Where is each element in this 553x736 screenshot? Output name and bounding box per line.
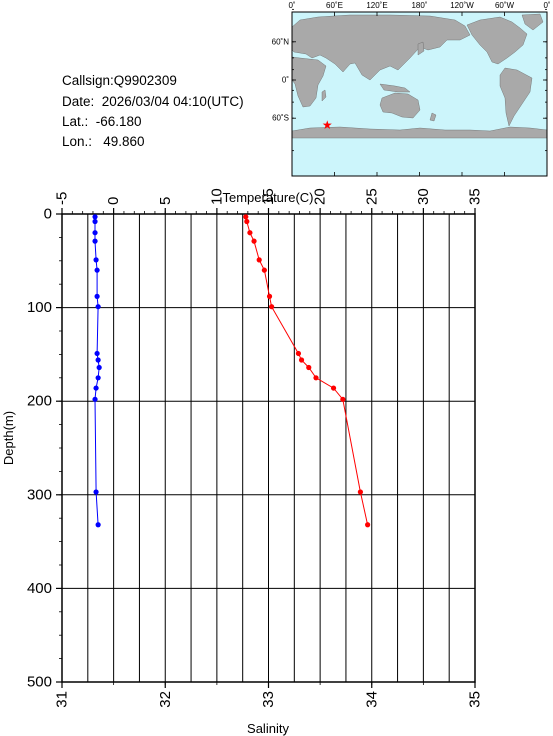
salinity-data-point: [93, 385, 99, 391]
temperature-tick-label: 15: [260, 188, 277, 205]
salinity-tick-label: 32: [157, 691, 174, 708]
salinity-data-point: [94, 350, 100, 357]
temperature-data-point: [268, 304, 275, 310]
map-latitude-label: 60˚S: [272, 114, 289, 123]
map-longitude-label: 0˚: [543, 1, 550, 10]
temperature-data-point: [244, 218, 250, 225]
salinity-data-point: [92, 396, 98, 402]
temperature-axis-label: Temperature(C): [222, 190, 313, 205]
temperature-data-point: [243, 214, 249, 220]
temperature-data-point: [251, 238, 257, 244]
map-longitude-label: 0˚: [288, 1, 295, 10]
chart-grid: [61, 213, 476, 683]
salinity-data-point: [92, 214, 98, 220]
map-longitude-labels: 0˚ 60˚E 120˚E 180˚ 120˚W 60˚W 0˚: [288, 1, 550, 10]
temperature-data-point: [266, 293, 273, 299]
depth-tick-label: 200: [27, 393, 52, 410]
temperature-data-point: [340, 396, 346, 402]
depth-tick-label: 400: [27, 580, 52, 597]
temperature-tick-label: 5: [157, 197, 174, 205]
depth-tick-label: 500: [27, 674, 52, 691]
salinity-profile-line: [94, 216, 100, 525]
salinity-tick-label: 35: [467, 691, 484, 708]
salinity-tick-label: 31: [54, 691, 71, 708]
temperature-data-point: [330, 385, 337, 391]
salinity-data-point: [93, 257, 99, 263]
map-longitude-label: 60˚E: [326, 1, 343, 10]
map-longitude-label: 120˚W: [450, 1, 474, 10]
depth-axis-label: Depth(m): [1, 411, 16, 465]
salinity-data-point: [95, 522, 101, 528]
data-series: [92, 214, 371, 528]
temperature-tick-label: 10: [208, 188, 225, 205]
map-land: [291, 13, 548, 139]
salinity-axis-label: Salinity: [247, 721, 289, 736]
depth-tick-label: 100: [27, 299, 52, 316]
salinity-data-point: [94, 293, 100, 299]
longitude-text: Lon.: 49.860: [62, 134, 145, 149]
salinity-data-point: [92, 238, 98, 244]
map-longitude-label: 120˚E: [366, 1, 387, 10]
depth-axis-ticks: 0 100 200 300 400 500: [27, 206, 62, 691]
salinity-data-point: [92, 230, 98, 236]
temperature-tick-label: -5: [54, 192, 71, 205]
map-longitude-label: 180˚: [411, 1, 427, 10]
temperature-data-point: [256, 257, 262, 263]
map-latitude-label: 60˚N: [272, 37, 290, 46]
temperature-axis-ticks: -5 0 5 10 15 20 25 30 35: [54, 188, 484, 214]
depth-tick-label: 0: [44, 206, 52, 223]
temperature-data-point: [313, 375, 319, 381]
salinity-data-point: [93, 489, 99, 495]
callsign-text: Callsign:Q9902309: [62, 73, 177, 88]
temperature-data-point: [306, 364, 312, 371]
temperature-data-point: [261, 267, 267, 273]
salinity-axis-ticks: 31 32 33 34 35: [54, 682, 484, 708]
map-latitude-label: 0˚: [282, 76, 289, 85]
map-ticks: [291, 8, 548, 176]
salinity-tick-label: 33: [260, 691, 277, 708]
float-location-marker: ★: [322, 118, 333, 132]
salinity-data-point: [95, 375, 101, 381]
location-map: 0˚ 60˚E 120˚E 180˚ 120˚W 60˚W 0˚ 60˚N 0˚ 60˚S ★: [272, 1, 551, 177]
map-latitude-labels: 60˚N 0˚ 60˚S: [272, 37, 290, 122]
temperature-data-point: [247, 230, 253, 236]
temperature-data-point: [365, 522, 371, 528]
temperature-data-point: [295, 350, 302, 357]
depth-tick-label: 300: [27, 486, 52, 503]
salinity-data-point: [95, 357, 101, 363]
temperature-data-point: [298, 357, 305, 363]
temperature-tick-label: 25: [363, 188, 380, 205]
temperature-tick-label: 0: [105, 197, 122, 205]
temperature-tick-label: 30: [415, 188, 432, 205]
salinity-data-point: [96, 364, 102, 371]
latitude-text: Lat.: -66.180: [62, 114, 142, 129]
salinity-data-point: [94, 267, 100, 273]
temperature-profile-line: [245, 216, 369, 525]
temperature-tick-label: 20: [312, 188, 329, 205]
profile-chart: -5 0 5 10 15 20 25 30 35 31 32 33 34 35 010020030040…: [1, 188, 484, 736]
date-text: Date: 2026/03/04 04:10(UTC): [62, 94, 244, 109]
salinity-data-point: [95, 304, 101, 310]
map-longitude-label: 60˚W: [495, 1, 515, 10]
salinity-data-point: [92, 218, 98, 225]
temperature-data-point: [357, 489, 363, 495]
temperature-tick-label: 35: [467, 188, 484, 205]
salinity-tick-label: 34: [363, 691, 380, 708]
